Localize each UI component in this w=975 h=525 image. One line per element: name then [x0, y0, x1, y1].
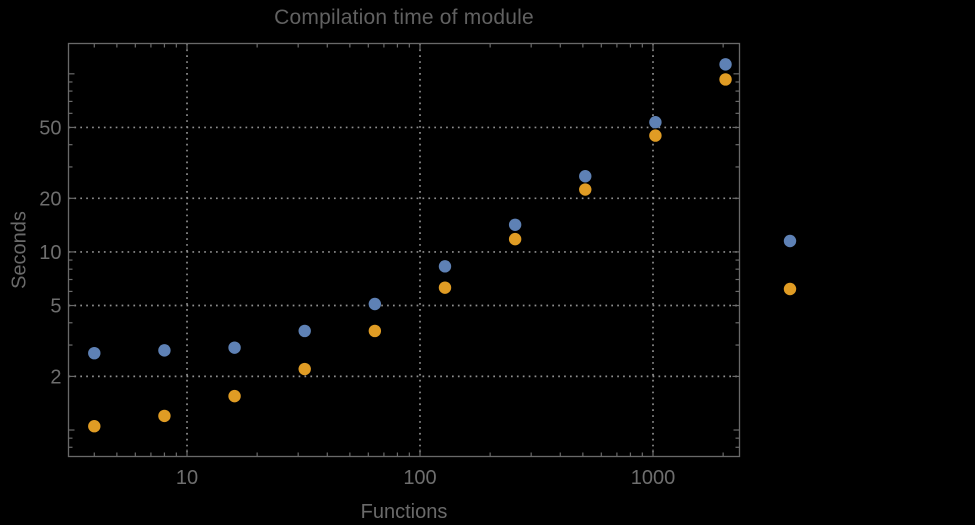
y-tick-label: 5 — [50, 296, 61, 318]
y-tick-label: 10 — [39, 242, 61, 264]
legend-marker-blue — [783, 234, 797, 248]
data-point-series-blue — [508, 218, 522, 231]
data-point-series-blue — [298, 324, 311, 338]
chart-title: Compilation time of module — [274, 6, 534, 29]
data-point-series-blue — [158, 344, 171, 357]
data-point-series-orange — [298, 362, 311, 376]
legend-marker-orange — [783, 282, 797, 296]
data-point-series-blue — [88, 346, 101, 360]
data-point-series-orange — [228, 389, 241, 403]
plot-frame — [67, 42, 741, 458]
y-tick-label: 50 — [39, 117, 61, 139]
x-tick-label: 1000 — [631, 467, 676, 489]
data-point-series-orange — [649, 129, 662, 142]
data-point-series-orange — [88, 420, 101, 433]
data-point-series-orange — [368, 324, 382, 338]
data-point-series-orange — [158, 409, 171, 423]
y-tick-label: 20 — [39, 188, 61, 210]
data-point-series-blue — [649, 116, 662, 129]
x-tick-label: 100 — [403, 467, 436, 489]
x-tick-label: 10 — [176, 467, 198, 489]
data-point-series-orange — [508, 232, 522, 246]
data-point-series-blue — [579, 170, 592, 183]
y-tick-label: 2 — [50, 366, 61, 388]
data-point-series-orange — [438, 281, 452, 294]
data-point-series-blue — [368, 297, 382, 311]
data-point-series-orange — [579, 183, 592, 196]
x-axis-label: Functions — [360, 501, 448, 523]
data-point-series-blue — [228, 341, 241, 354]
data-point-series-blue — [438, 260, 452, 273]
data-point-series-blue — [719, 58, 732, 71]
data-point-series-orange — [719, 73, 732, 86]
